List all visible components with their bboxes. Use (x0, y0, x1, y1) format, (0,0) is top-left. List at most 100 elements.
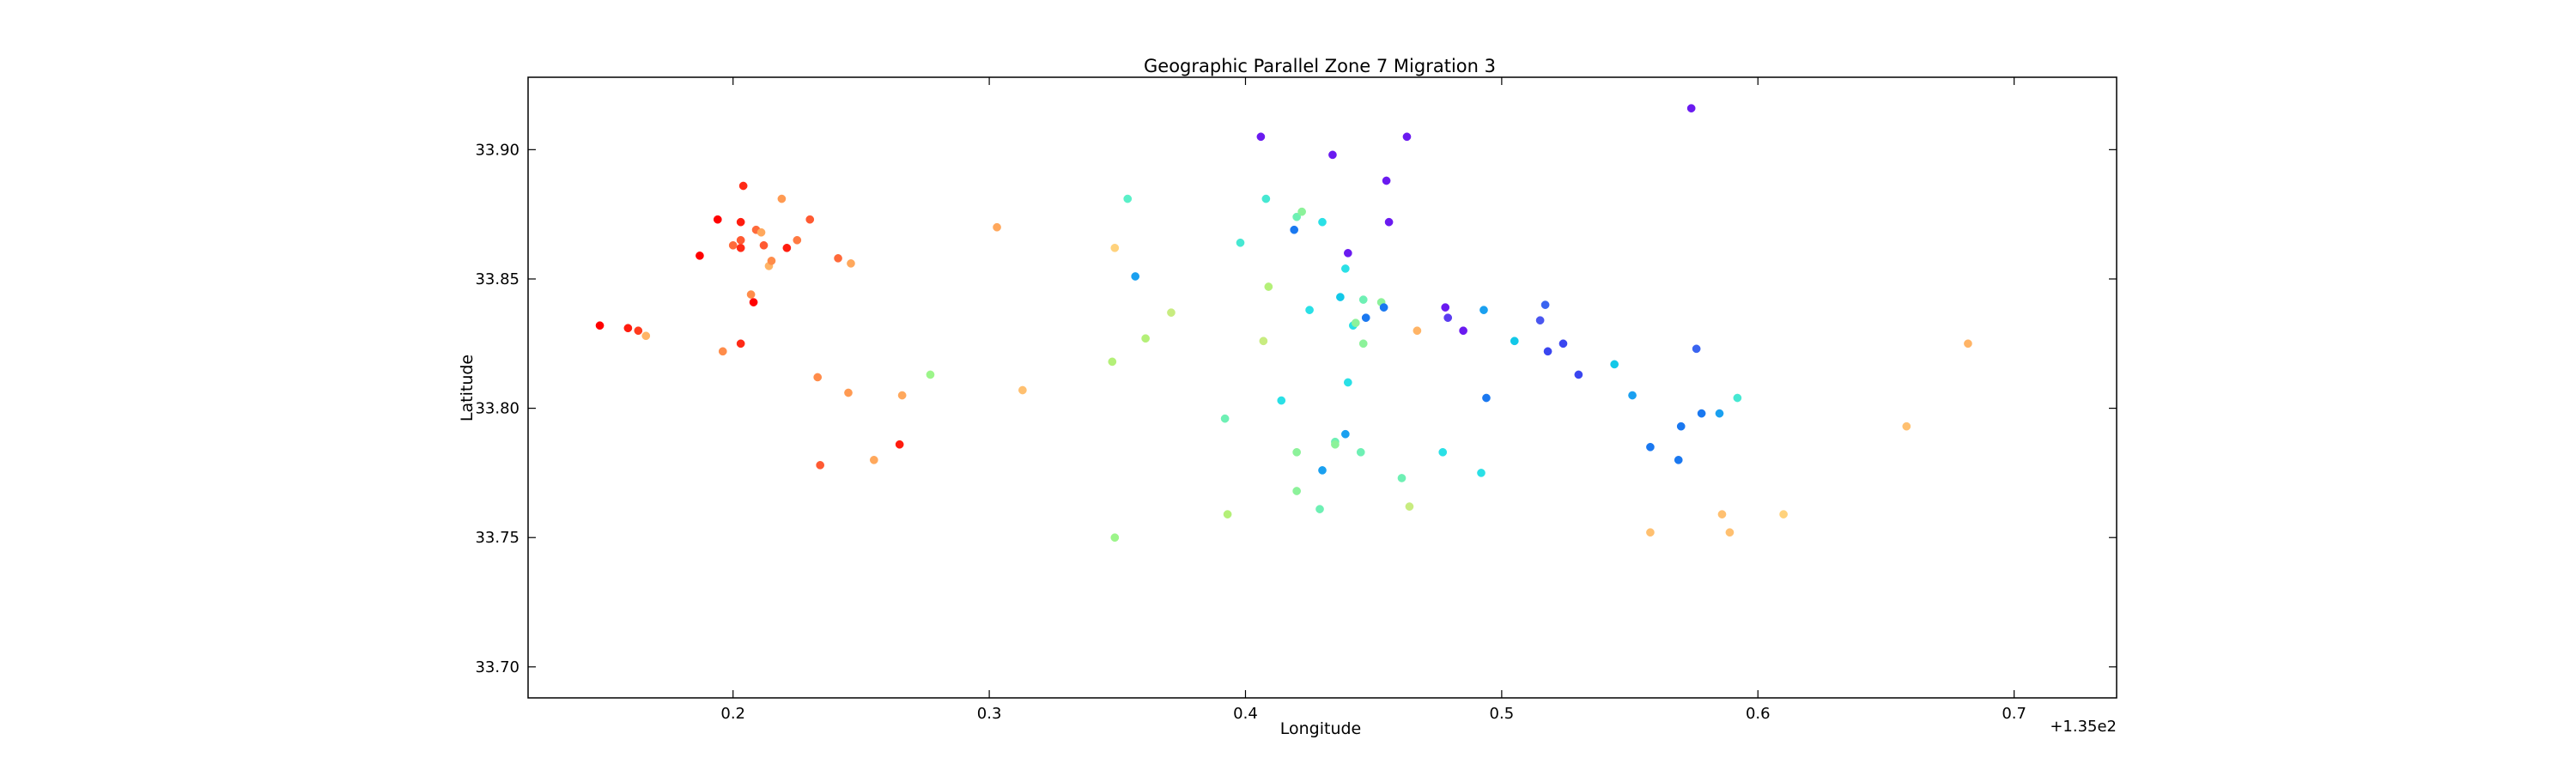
x-axis-label: Longitude (1280, 719, 1362, 738)
data-point (1328, 150, 1337, 160)
data-point (1964, 339, 1972, 349)
y-tick-label: 33.75 (475, 529, 519, 547)
data-point (1733, 393, 1742, 403)
data-point (813, 373, 823, 382)
data-point (1674, 456, 1683, 464)
data-point (1259, 336, 1268, 346)
data-point (1277, 396, 1286, 405)
data-point (736, 235, 745, 245)
data-point (895, 440, 904, 449)
data-point (1397, 474, 1406, 482)
data-point (696, 252, 704, 260)
data-point (1264, 282, 1273, 291)
data-point (834, 254, 842, 263)
x-tick-label: 0.7 (2002, 705, 2026, 723)
data-point (1361, 313, 1370, 323)
data-point (728, 240, 738, 250)
data-point (1220, 414, 1230, 423)
data-point (1482, 393, 1491, 403)
data-point (1686, 104, 1696, 113)
data-point (1123, 194, 1133, 203)
x-tick-label: 0.4 (1233, 705, 1258, 723)
data-point (1413, 326, 1422, 336)
x-axis-offset-label: +1.35e2 (2050, 718, 2117, 736)
data-point (1715, 409, 1724, 418)
data-point (844, 388, 853, 397)
data-point (623, 324, 633, 333)
data-point (1343, 249, 1352, 258)
data-point (1292, 447, 1302, 457)
data-point (1646, 442, 1655, 452)
data-point (1331, 440, 1340, 449)
data-point (1292, 212, 1302, 221)
data-point (1902, 421, 1911, 431)
data-point (759, 240, 769, 250)
data-point (1535, 316, 1545, 325)
data-point (1628, 391, 1637, 400)
data-point (1351, 318, 1360, 328)
data-point (897, 391, 907, 400)
data-point (1261, 194, 1271, 203)
data-point (1223, 510, 1232, 518)
data-point (1543, 347, 1552, 356)
data-point (1479, 306, 1488, 314)
data-point (777, 194, 787, 203)
x-tick-label: 0.5 (1490, 705, 1515, 723)
data-point (767, 257, 776, 265)
data-point (1646, 528, 1655, 537)
data-point (1343, 378, 1352, 387)
data-point (993, 222, 1001, 232)
data-point (756, 227, 766, 237)
data-point (1384, 217, 1394, 227)
data-point (869, 456, 878, 464)
data-point (749, 298, 758, 306)
data-point (1131, 272, 1140, 281)
data-point (736, 339, 745, 349)
data-point (1692, 344, 1701, 354)
data-point (1110, 243, 1120, 252)
data-point (1356, 447, 1365, 457)
data-point (1292, 487, 1302, 495)
data-point (1676, 421, 1686, 431)
data-point (1459, 326, 1467, 336)
data-point (847, 259, 855, 268)
data-point (1318, 466, 1327, 475)
data-point (718, 347, 727, 356)
data-point (1697, 409, 1706, 418)
x-tick-label: 0.2 (720, 705, 745, 723)
data-point (1510, 336, 1519, 346)
data-point (713, 215, 722, 224)
data-point (1438, 447, 1448, 457)
data-point (634, 326, 643, 336)
data-point (1405, 502, 1414, 511)
data-point (1779, 510, 1788, 518)
data-point (1315, 505, 1324, 513)
data-point (1558, 339, 1568, 349)
data-point (1110, 533, 1120, 543)
data-point (1341, 264, 1350, 273)
plot-frame (527, 76, 2117, 699)
chart-title: Geographic Parallel Zone 7 Migration 3 (1144, 56, 1496, 76)
data-point (738, 181, 748, 191)
data-point (1018, 385, 1027, 395)
data-point (746, 290, 756, 299)
data-point (1441, 303, 1450, 312)
data-point (1725, 528, 1735, 537)
data-point (1358, 339, 1368, 349)
x-tick-label: 0.3 (977, 705, 1002, 723)
y-tick-label: 33.90 (475, 141, 519, 159)
data-point (1382, 176, 1391, 185)
data-point (1341, 429, 1350, 439)
y-tick-label: 33.85 (475, 270, 519, 288)
data-point (1358, 295, 1368, 304)
data-point (1167, 308, 1176, 317)
data-point (736, 217, 745, 227)
x-tick-label: 0.6 (1746, 705, 1771, 723)
data-point (736, 243, 745, 252)
y-tick-label: 33.70 (475, 658, 519, 676)
data-points (595, 104, 1972, 543)
data-point (782, 243, 792, 252)
data-point (1290, 225, 1299, 234)
